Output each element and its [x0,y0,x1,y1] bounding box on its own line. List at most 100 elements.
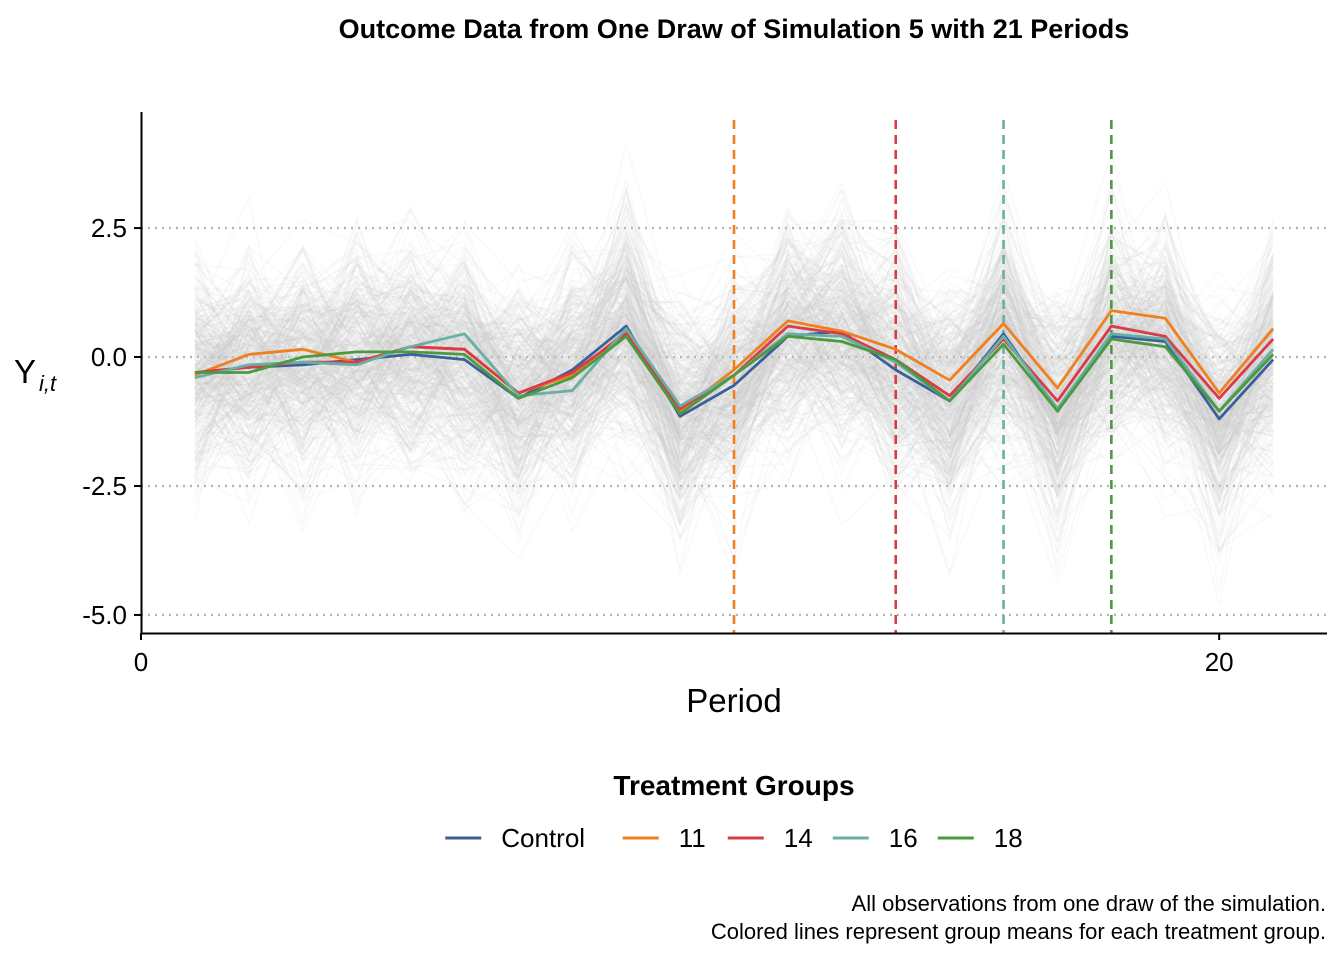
observation-line [194,241,1274,464]
x-axis-title: Period [686,682,781,719]
observation-line [194,301,1274,492]
observation-line [194,259,1274,483]
y-tick-label: 0.0 [91,342,127,372]
observation-line [194,204,1274,455]
observation-line [194,236,1274,453]
group-mean-lines [194,309,1275,421]
observation-line [194,277,1274,458]
observation-line [194,300,1274,475]
legend: Control 11 14 16 18 [445,823,1023,853]
observation-line [194,224,1274,471]
observation-line [194,287,1274,518]
observation-line [194,252,1274,440]
observation-line [194,272,1274,451]
observation-line [194,269,1274,451]
observation-line [194,220,1274,515]
observation-line [194,275,1274,544]
observation-line [194,294,1274,538]
observation-line [194,318,1274,547]
observation-line [194,232,1274,446]
observation-line [194,272,1274,439]
observation-line [194,262,1274,468]
observation-line [194,238,1274,436]
observation-line [194,247,1274,478]
chart-title: Outcome Data from One Draw of Simulation… [339,14,1130,44]
observation-line [194,227,1274,446]
observation-line [194,228,1274,466]
observation-line [194,226,1274,493]
observation-line [194,247,1274,606]
legend-label-18: 18 [994,823,1023,853]
observation-line [194,187,1274,465]
observation-line [194,288,1274,423]
observation-line [194,319,1274,474]
observation-line [194,289,1274,456]
observation-line [194,214,1274,373]
caption-line-1: All observations from one draw of the si… [852,891,1326,916]
observation-line [194,252,1274,488]
observation-line [194,249,1274,445]
series-line-18 [194,334,1275,416]
x-tick-label: 20 [1205,647,1234,677]
caption-line-2: Colored lines represent group means for … [711,919,1326,944]
observation-line [194,323,1274,525]
observation-line [194,195,1274,541]
observation-line [194,278,1274,539]
observation-line [194,247,1274,416]
observation-line [194,232,1274,390]
legend-label-14: 14 [784,823,813,853]
observation-line [194,249,1274,464]
observation-line [194,290,1274,501]
y-axis-title-main: Y [14,353,36,390]
observation-line [194,277,1274,487]
observation-line [194,288,1274,463]
legend-label-16: 16 [889,823,918,853]
observation-line [194,252,1274,447]
observation-line [194,216,1274,468]
observation-line [194,246,1274,496]
observation-line [194,241,1274,533]
observation-line [194,292,1274,486]
observation-line [194,254,1274,501]
observation-line [194,253,1274,442]
y-axis-title-subscript: i,t [39,371,57,396]
legend-label-11: 11 [679,823,706,853]
observation-line [194,190,1274,480]
observation-line [194,256,1274,481]
observation-line [194,212,1274,443]
observation-line [194,295,1274,480]
x-tick-label: 0 [134,647,148,677]
observation-line [194,219,1274,524]
x-ticks: 0 20 [134,633,1234,677]
observation-line [194,350,1274,500]
axes [140,112,1327,635]
observation-line [194,278,1274,482]
observation-line [194,212,1274,466]
observation-line [194,283,1274,456]
observation-line [194,270,1274,471]
observation-line [194,230,1274,452]
observation-line [194,315,1274,467]
observation-line [194,253,1274,569]
observation-line [194,296,1274,489]
y-tick-label: -2.5 [82,471,127,501]
observation-line [194,280,1274,524]
observation-line [194,290,1274,485]
legend-label-control: Control [501,823,585,853]
observation-line [194,277,1274,517]
observation-line [194,261,1274,490]
observation-line [194,204,1274,421]
observation-line [194,287,1274,554]
observation-line [194,221,1274,416]
observation-line [194,296,1274,514]
observation-line [194,259,1274,495]
y-tick-label: -5.0 [82,600,127,630]
observation-line [194,303,1274,539]
observation-line [194,256,1274,478]
observation-line [194,303,1274,533]
observation-line [194,243,1274,479]
observation-line [194,302,1274,505]
observation-line [194,233,1274,429]
